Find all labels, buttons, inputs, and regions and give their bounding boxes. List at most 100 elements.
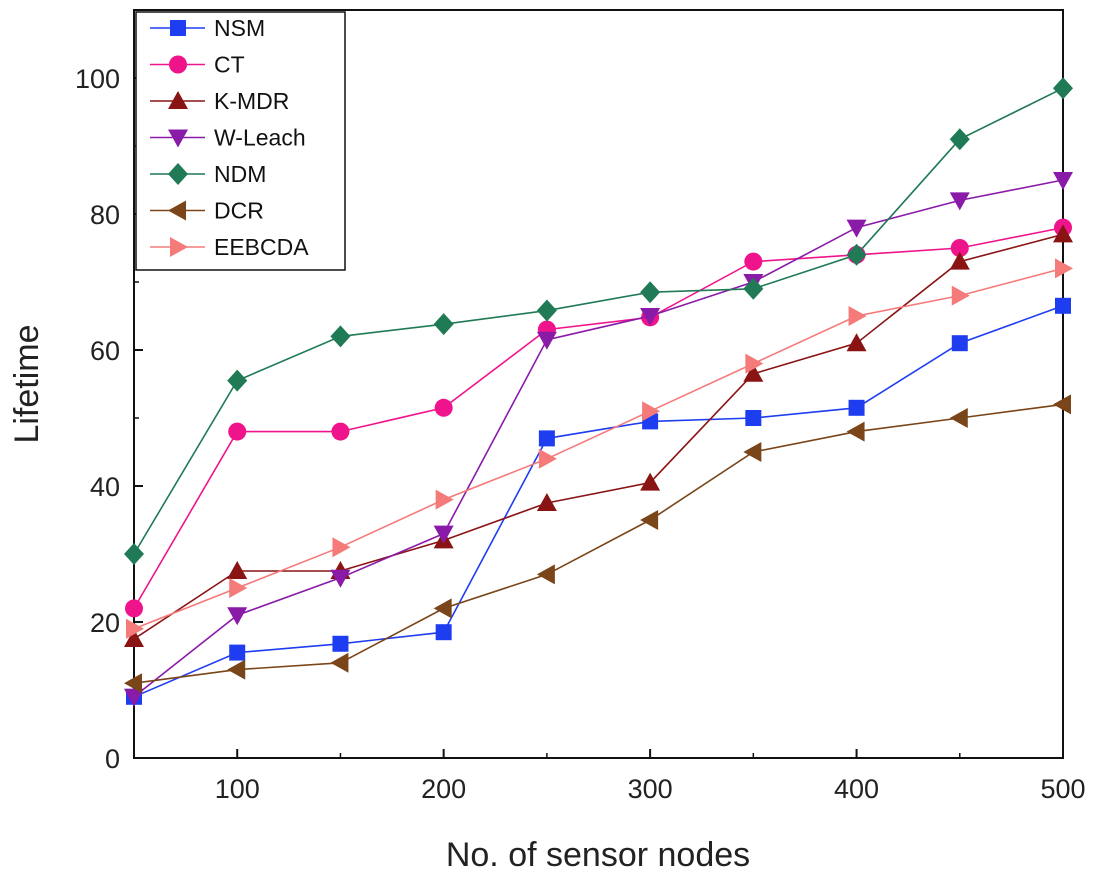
x-tick-label: 200 (421, 774, 466, 804)
y-axis-label: Lifetime (8, 324, 46, 443)
legend-item-ct: CT (150, 52, 245, 78)
data-point-w-leach (949, 192, 970, 211)
data-point-nsm (848, 399, 865, 416)
data-point-ndm (330, 325, 351, 348)
data-point-nsm (745, 410, 762, 426)
data-point-eebcda (538, 448, 557, 469)
data-point-w-leach (433, 525, 454, 544)
legend-label-w-leach: W-Leach (214, 125, 306, 151)
legend-marker-ct (169, 55, 187, 74)
data-point-nsm (951, 335, 968, 352)
data-point-k-mdr (536, 493, 557, 511)
series-dcr (124, 394, 1071, 694)
legend-item-dcr: DCR (150, 198, 264, 224)
legend-label-dcr: DCR (214, 198, 264, 224)
series-line-ndm (133, 87, 1064, 555)
data-point-k-mdr (1053, 224, 1073, 243)
x-tick-label: 100 (215, 774, 260, 804)
series-line-ct (133, 226, 1064, 609)
data-point-ct (950, 239, 969, 257)
legend-marker-dcr (168, 200, 186, 221)
data-point-nsm (538, 430, 555, 447)
data-point-eebcda (1055, 258, 1073, 279)
legend-marker-w-leach (168, 129, 188, 148)
legend-marker-nsm (170, 20, 186, 36)
data-point-dcr (433, 598, 452, 619)
series-ct (125, 218, 1072, 618)
data-point-nsm (435, 624, 452, 641)
legend-item-eebcda: EEBCDA (150, 234, 309, 260)
x-axis-label: No. of sensor nodes (446, 836, 750, 872)
y-tick-label: 40 (90, 472, 120, 502)
legend-item-ndm: NDM (150, 161, 266, 187)
x-tick-label: 400 (834, 774, 879, 804)
legend: NSM CT K-MDR W-Leach NDM DCR EEBCDA (135, 11, 346, 271)
data-point-ndm (846, 243, 867, 266)
data-point-dcr (330, 652, 349, 673)
data-point-k-mdr (743, 363, 764, 382)
data-point-ndm (433, 313, 454, 336)
data-point-w-leach (1053, 172, 1073, 190)
data-point-dcr (1053, 394, 1071, 415)
data-point-ndm (949, 128, 970, 151)
data-point-eebcda (642, 401, 661, 422)
legend-label-ct: CT (214, 52, 245, 78)
data-point-dcr (124, 673, 142, 694)
x-tick-label: 500 (1040, 774, 1085, 804)
data-point-ndm (640, 281, 661, 304)
legend-item-nsm: NSM (150, 15, 265, 41)
ticks-layer: 100 200 300 400 500 0 20 40 60 80 100 (75, 64, 1086, 804)
data-point-eebcda (848, 306, 867, 326)
series-nsm (126, 297, 1071, 705)
legend-box (135, 11, 346, 271)
data-point-nsm (1055, 297, 1071, 314)
data-point-eebcda (126, 618, 144, 639)
series-layer (124, 77, 1073, 707)
data-point-ct (744, 252, 763, 271)
data-point-nsm (332, 635, 349, 652)
data-point-k-mdr (949, 251, 970, 270)
data-point-k-mdr (846, 333, 867, 352)
data-point-ct (228, 422, 247, 441)
data-point-ndm (743, 277, 764, 300)
series-w-leach (124, 172, 1073, 707)
data-point-ndm (227, 369, 248, 392)
data-point-dcr (536, 564, 555, 585)
data-point-eebcda (745, 353, 764, 374)
series-line-k-mdr (133, 233, 1064, 640)
x-tick-label: 300 (628, 774, 673, 804)
data-point-k-mdr (227, 561, 248, 579)
data-point-eebcda (332, 537, 351, 558)
series-eebcda (126, 258, 1073, 639)
legend-marker-eebcda (170, 237, 188, 257)
legend-marker-k-mdr (168, 91, 188, 109)
series-line-dcr (133, 403, 1064, 684)
data-point-w-leach (330, 569, 351, 588)
series-line-nsm (133, 305, 1064, 698)
data-point-w-leach (227, 607, 248, 626)
data-point-k-mdr (640, 472, 661, 491)
y-tick-label: 60 (90, 336, 120, 366)
data-point-dcr (846, 421, 865, 442)
data-point-ndm (536, 299, 557, 322)
y-tick-label: 20 (90, 608, 120, 638)
data-point-dcr (743, 442, 762, 462)
data-point-dcr (640, 510, 659, 530)
data-point-ct (434, 398, 453, 417)
legend-label-eebcda: EEBCDA (214, 234, 309, 260)
legend-label-ndm: NDM (214, 161, 266, 187)
series-line-w-leach (133, 179, 1064, 698)
series-ndm (124, 77, 1073, 565)
data-point-w-leach (536, 331, 557, 350)
data-point-w-leach (640, 308, 661, 326)
data-point-ndm (124, 543, 144, 565)
data-point-k-mdr (124, 629, 144, 647)
legend-label-nsm: NSM (214, 15, 265, 41)
data-point-eebcda (435, 489, 454, 510)
legend-marker-ndm (168, 163, 188, 185)
data-point-dcr (227, 659, 246, 680)
data-point-dcr (949, 408, 968, 428)
data-point-eebcda (229, 578, 248, 598)
